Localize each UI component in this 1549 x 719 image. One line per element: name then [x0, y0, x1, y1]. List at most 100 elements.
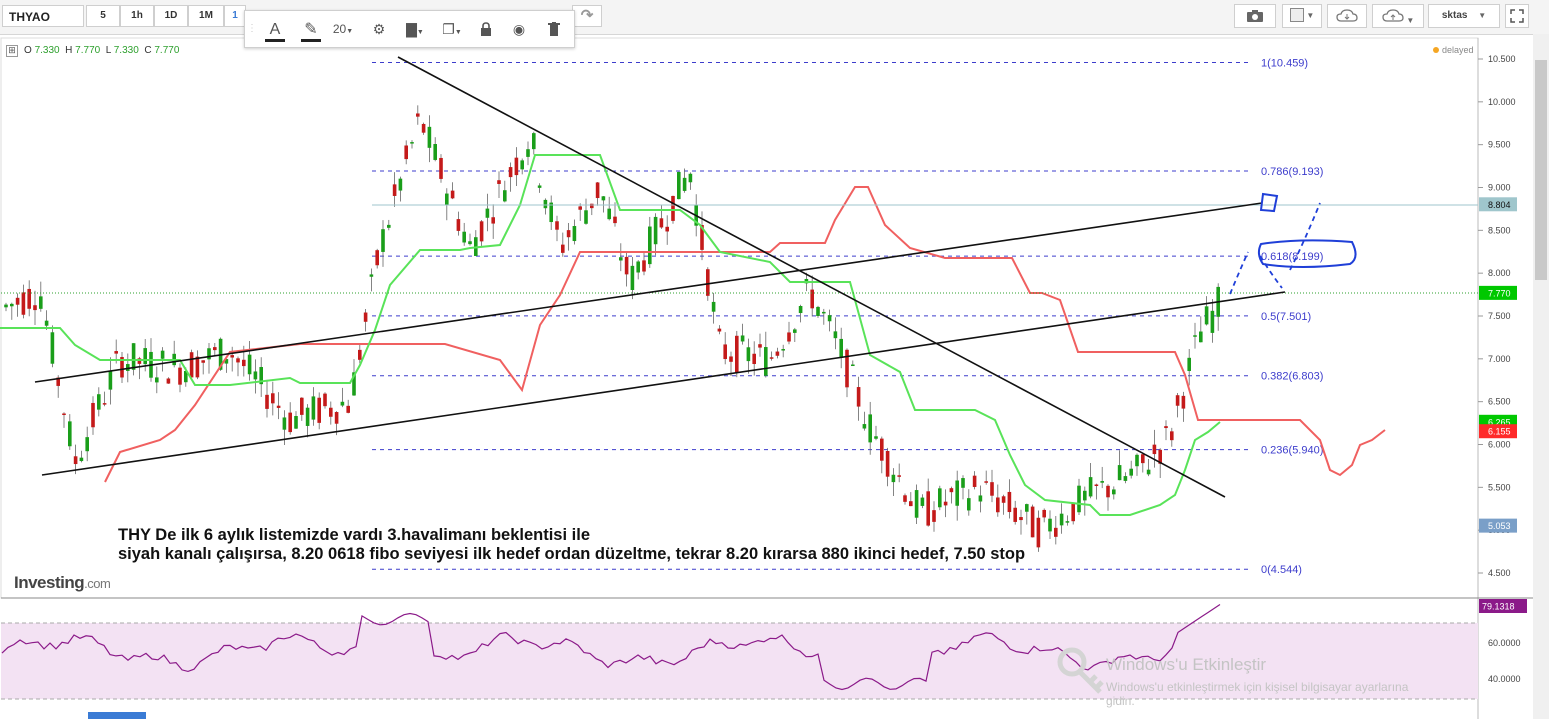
- clone-icon: ❐: [442, 21, 455, 37]
- candle-body: [967, 498, 971, 511]
- candle-body: [752, 353, 756, 365]
- candle-body: [1164, 426, 1168, 429]
- line-color-button[interactable]: ✎: [295, 11, 327, 47]
- price-badge-label: 7.770: [1488, 288, 1511, 298]
- time-range-selector[interactable]: [88, 712, 146, 719]
- candle-body: [50, 332, 55, 364]
- candle-body: [1042, 509, 1046, 518]
- redo-button[interactable]: ↷: [572, 5, 602, 27]
- fibo-level-label: 0.786(9.193): [1261, 166, 1323, 178]
- price-tick-label: 9.500: [1488, 140, 1511, 150]
- drag-handle-icon[interactable]: ⋮: [247, 23, 257, 34]
- visibility-button[interactable]: ◉: [505, 11, 533, 47]
- candle-body: [1152, 444, 1157, 455]
- candle-body: [920, 497, 925, 506]
- projection-second-path[interactable]: [1259, 202, 1321, 289]
- candle-body: [230, 355, 234, 358]
- fibo-level-label: 0.236(5.940): [1261, 445, 1323, 457]
- fibo-level-label: 0.618(8.199): [1261, 251, 1323, 263]
- rsi-line: [1, 604, 1221, 691]
- candle-body: [1094, 484, 1099, 486]
- delete-button[interactable]: [541, 11, 567, 47]
- symbol-input[interactable]: THYAO: [2, 5, 84, 27]
- candle-body: [479, 221, 484, 242]
- drawn-marker-box[interactable]: [1259, 192, 1279, 213]
- trash-icon: [548, 22, 560, 36]
- candle-body: [851, 364, 855, 367]
- candle-body: [450, 190, 455, 199]
- candle-body: [735, 335, 739, 373]
- candle-body: [340, 401, 345, 406]
- collapse-toggle[interactable]: ⊞: [6, 45, 18, 57]
- candle-body: [555, 221, 559, 230]
- timeframe-1m-button[interactable]: 1M: [188, 5, 224, 27]
- activation-watermark-title: Windows'u Etkinleştir: [1106, 655, 1267, 674]
- projection-up-path[interactable]: [1229, 251, 1249, 295]
- low-value: 7.330: [113, 45, 139, 56]
- candle-body: [990, 482, 994, 496]
- logo-main: Investing: [14, 573, 85, 592]
- candle-body: [137, 358, 142, 364]
- candle-body: [648, 226, 652, 265]
- color-picker-button[interactable]: ▼: [1282, 4, 1322, 28]
- candle-body: [300, 397, 304, 415]
- high-value: 7.770: [75, 45, 101, 56]
- candle-body: [33, 305, 37, 311]
- candle-body: [85, 437, 89, 452]
- candle-body: [178, 367, 182, 385]
- candle-body: [445, 193, 449, 206]
- channel-lower-trendline[interactable]: [41, 291, 1286, 476]
- candle-body: [1030, 506, 1035, 538]
- candle-body: [15, 297, 20, 305]
- delayed-label: delayed: [1442, 45, 1474, 55]
- candle-body: [1071, 502, 1075, 522]
- candle-body: [880, 438, 884, 461]
- timeframe-1d-button[interactable]: 1D: [154, 5, 188, 27]
- layer-button[interactable]: ▇▼: [406, 21, 424, 37]
- candle-body: [288, 412, 292, 433]
- candle-body: [1083, 490, 1087, 501]
- candle-body: [874, 436, 878, 439]
- clone-button[interactable]: ❐▼: [442, 21, 462, 37]
- activation-watermark-text: Windows'u etkinleştirmek için kişisel bi…: [1106, 680, 1408, 708]
- close-value: 7.770: [154, 45, 180, 56]
- candle-body: [120, 357, 124, 378]
- candle-body: [740, 335, 745, 342]
- font-size-select[interactable]: 20▼: [332, 22, 354, 36]
- candle-body: [1187, 357, 1191, 371]
- candle-body: [1210, 310, 1215, 333]
- candle-body: [485, 208, 490, 218]
- candle-body: [1036, 517, 1041, 548]
- candle-body: [334, 412, 339, 424]
- settings-button[interactable]: ⚙: [365, 11, 393, 47]
- cloud-upload-button[interactable]: ▼: [1372, 4, 1424, 28]
- drawn-target-ellipse[interactable]: [1257, 239, 1357, 268]
- price-tick-label: 9.000: [1488, 183, 1511, 193]
- text-color-button[interactable]: A: [259, 11, 291, 47]
- timeframe-1h-button[interactable]: 1h: [120, 5, 154, 27]
- candle-body: [1141, 454, 1145, 464]
- downtrend-line[interactable]: [397, 56, 1226, 498]
- candle-body: [282, 417, 287, 430]
- cloud-download-button[interactable]: [1327, 4, 1367, 28]
- candle-body: [102, 403, 107, 405]
- candle-body: [1106, 485, 1110, 498]
- candle-body: [305, 407, 310, 426]
- user-menu-button[interactable]: sktas ▼: [1428, 4, 1500, 28]
- candle-body: [56, 377, 60, 386]
- fullscreen-button[interactable]: [1505, 4, 1529, 28]
- screenshot-button[interactable]: [1234, 4, 1276, 28]
- fibo-level-label: 0.5(7.501): [1261, 311, 1311, 323]
- channel-upper-trendline[interactable]: [34, 202, 1263, 383]
- scrollbar-thumb[interactable]: [1535, 60, 1547, 280]
- candle-body: [160, 350, 165, 359]
- lock-button[interactable]: [473, 11, 499, 47]
- candle-body: [984, 481, 988, 483]
- candle-body: [184, 370, 188, 383]
- candle-body: [653, 216, 658, 245]
- gear-icon: ⚙: [372, 21, 386, 37]
- price-tick-label: 5.500: [1488, 482, 1511, 492]
- candle-body: [265, 394, 269, 409]
- timeframe-5min-button[interactable]: 5: [86, 5, 120, 27]
